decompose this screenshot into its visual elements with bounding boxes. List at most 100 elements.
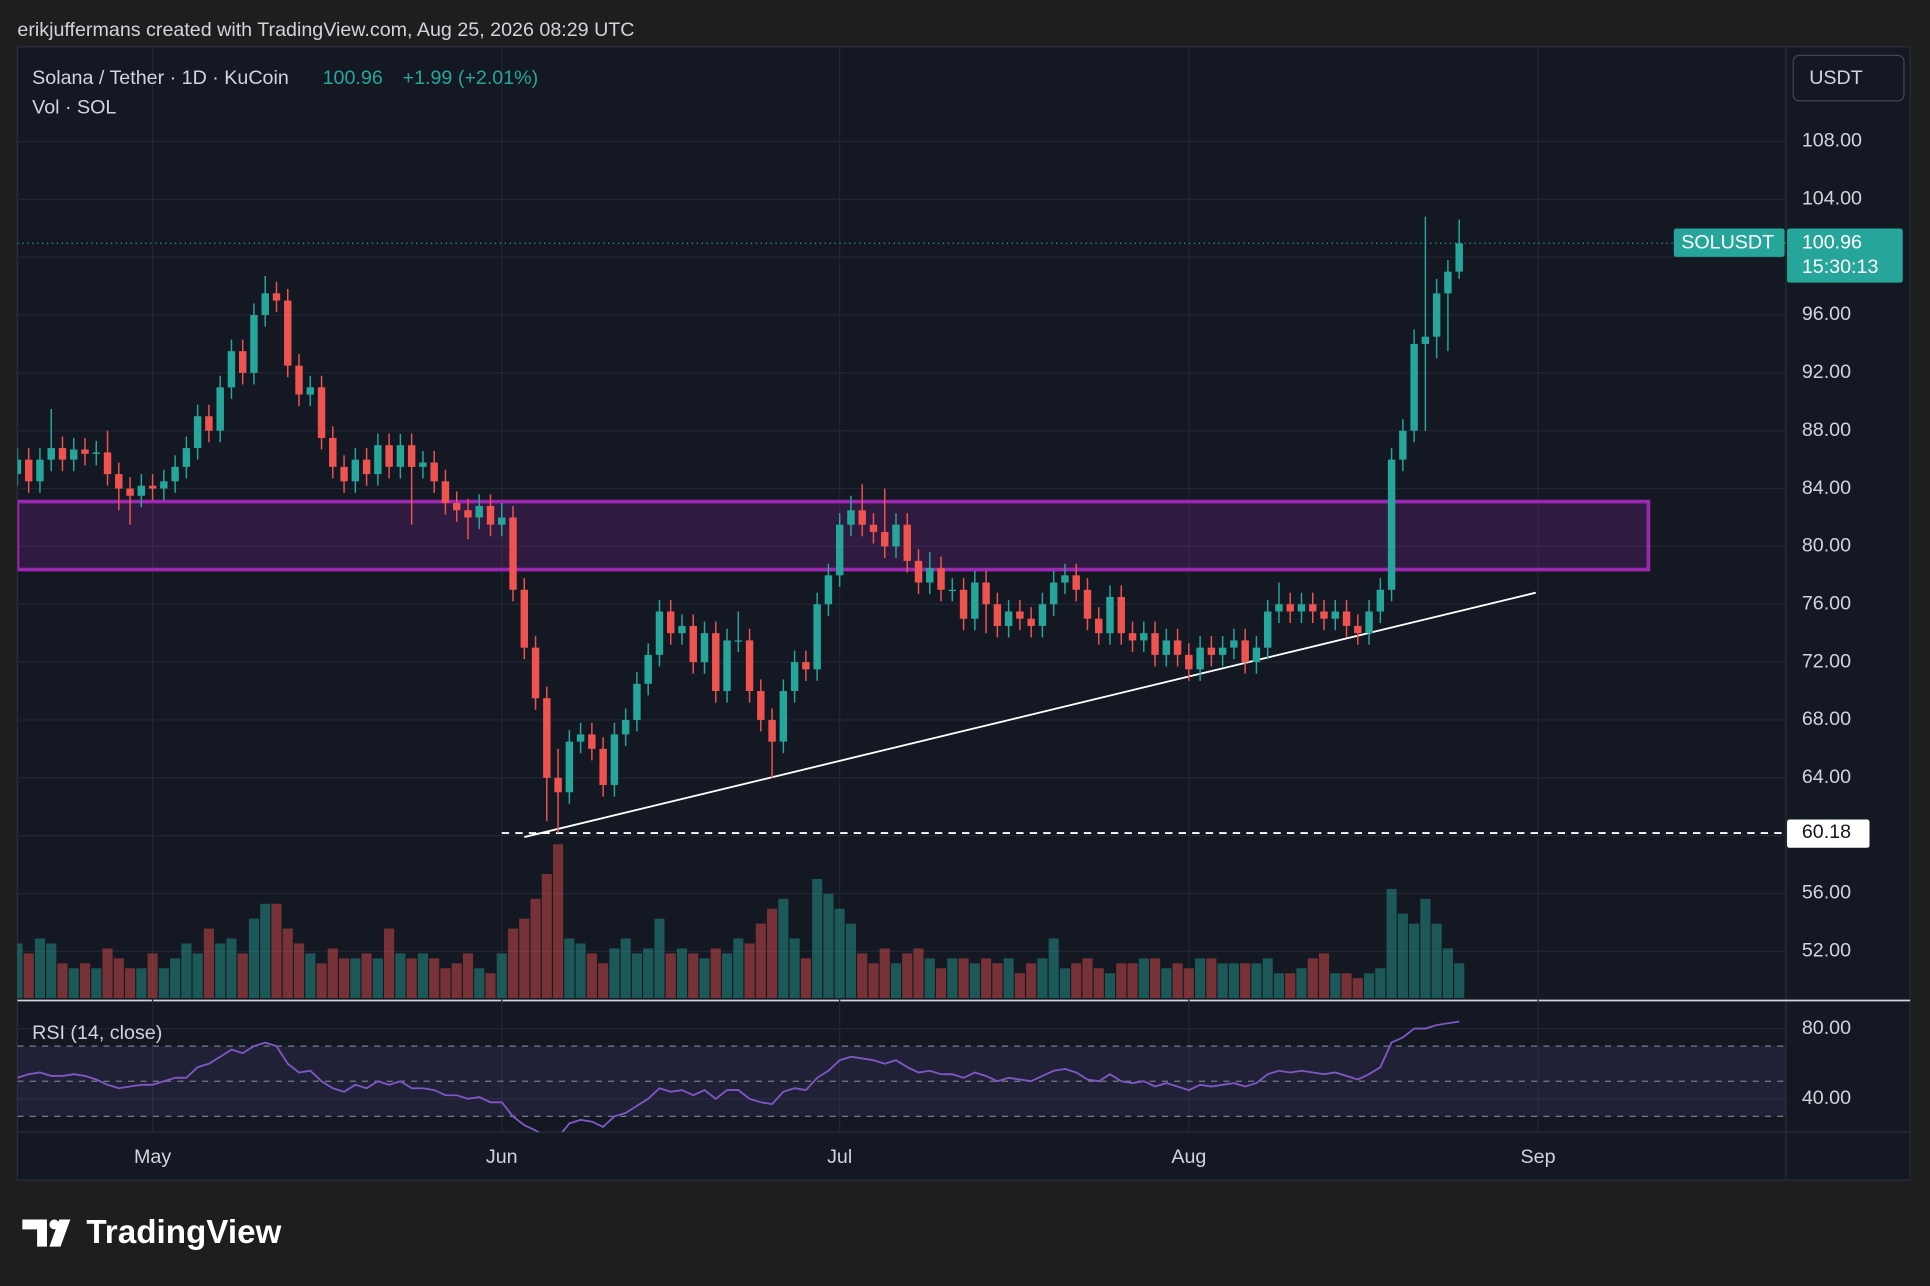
- candle-body: [576, 734, 585, 742]
- y-tick-label: 96.00: [1802, 303, 1851, 325]
- volume-bar: [676, 948, 688, 999]
- candle-body: [1218, 647, 1227, 655]
- volume-bar: [226, 938, 237, 999]
- candle-body: [588, 734, 596, 749]
- volume-bar: [462, 953, 474, 999]
- candle-body: [1230, 640, 1238, 648]
- symbol-tag: [1673, 228, 1785, 257]
- candle-body: [216, 387, 224, 431]
- volume-bar: [34, 938, 46, 999]
- candle-body: [1320, 611, 1328, 619]
- volume-bar: [1172, 963, 1183, 999]
- volume-bar: [924, 958, 935, 999]
- candle-body: [1331, 611, 1339, 619]
- volume-bar: [1026, 963, 1037, 999]
- candle-body: [115, 474, 123, 489]
- candle-body: [284, 300, 292, 366]
- volume-bar: [1273, 973, 1285, 999]
- volume-bar: [789, 938, 800, 999]
- candles: [17, 216, 1463, 834]
- volume-bar: [17, 943, 23, 999]
- candle-body: [554, 777, 562, 793]
- candle-body: [1061, 575, 1069, 583]
- candle-body: [1354, 625, 1362, 634]
- volume-bar: [1127, 963, 1138, 999]
- volume-bar: [1262, 958, 1273, 999]
- volume-bar: [519, 918, 530, 999]
- candle-body: [1151, 633, 1159, 655]
- volume-bar: [947, 958, 958, 999]
- volume-bar: [1149, 958, 1161, 999]
- candle-body: [1297, 604, 1306, 612]
- volume-bar: [1093, 968, 1104, 999]
- candle-body: [813, 604, 821, 670]
- candle-body: [1038, 604, 1047, 626]
- candle-body: [993, 604, 1002, 626]
- y-tick-label: 76.00: [1802, 592, 1851, 614]
- volume-bar: [1318, 953, 1330, 999]
- volume-bar: [902, 953, 913, 999]
- volume-bar: [620, 938, 631, 999]
- candle-body: [1342, 611, 1351, 626]
- candle-body: [565, 741, 574, 793]
- volume-bar: [237, 953, 248, 999]
- brand-name: TradingView: [86, 1214, 281, 1251]
- candle-body: [633, 683, 641, 720]
- volume-bar: [992, 963, 1003, 999]
- volume-bar: [1240, 963, 1251, 999]
- volume-bar: [113, 958, 124, 999]
- candle-body: [385, 445, 393, 467]
- candle-body: [926, 568, 934, 583]
- candle-body: [396, 445, 405, 467]
- volume-bar: [1003, 958, 1014, 999]
- trendline: [524, 591, 1536, 838]
- candle-body: [858, 510, 866, 525]
- candle-body: [148, 485, 157, 489]
- volume-bar: [1341, 973, 1352, 999]
- rsi-band-fill: [17, 1046, 1786, 1117]
- candle-body: [81, 449, 89, 454]
- candle-body: [655, 611, 664, 655]
- volume-bar: [327, 948, 338, 999]
- candle-body: [1016, 611, 1024, 619]
- volume-bar: [170, 958, 181, 999]
- volume-bar: [857, 953, 868, 999]
- candle-body: [903, 524, 911, 561]
- candle-body: [205, 416, 213, 431]
- volume-bar: [260, 903, 271, 999]
- countdown: 15:30:13: [1802, 256, 1879, 278]
- volume-bar: [79, 963, 91, 999]
- volume-bar: [1296, 968, 1307, 999]
- candle-body: [250, 315, 258, 373]
- volume-bar: [1048, 938, 1059, 999]
- x-tick-label: Aug: [1171, 1146, 1206, 1168]
- candle-body: [802, 662, 810, 670]
- candle-body: [644, 654, 652, 684]
- currency-button-label[interactable]: USDT: [1809, 67, 1863, 89]
- volume-bar: [1014, 973, 1025, 999]
- volume-bar: [935, 968, 947, 999]
- currency-button[interactable]: [1792, 54, 1905, 102]
- volume-bar: [192, 953, 203, 999]
- volume-bar: [147, 953, 158, 999]
- volume-bar: [305, 953, 316, 999]
- volume-bar: [181, 943, 192, 999]
- candle-body: [1376, 589, 1385, 612]
- candle-body: [351, 459, 360, 482]
- grid: [17, 46, 1786, 1133]
- candle-body: [92, 452, 100, 454]
- volume-bar: [203, 928, 214, 999]
- candle-body: [1432, 293, 1441, 337]
- candle-body: [610, 734, 619, 786]
- y-tick-label: 56.00: [1802, 882, 1851, 904]
- candle-body: [666, 611, 675, 634]
- volume-bar: [1228, 963, 1239, 999]
- volume-bar: [1330, 973, 1341, 999]
- candle-body: [734, 640, 743, 642]
- y-tick-label: 92.00: [1802, 361, 1851, 383]
- candle-body: [971, 582, 979, 619]
- volume-bar: [384, 928, 395, 999]
- volume-bar: [530, 898, 541, 999]
- candle-body: [678, 625, 686, 634]
- candle-body: [362, 459, 371, 475]
